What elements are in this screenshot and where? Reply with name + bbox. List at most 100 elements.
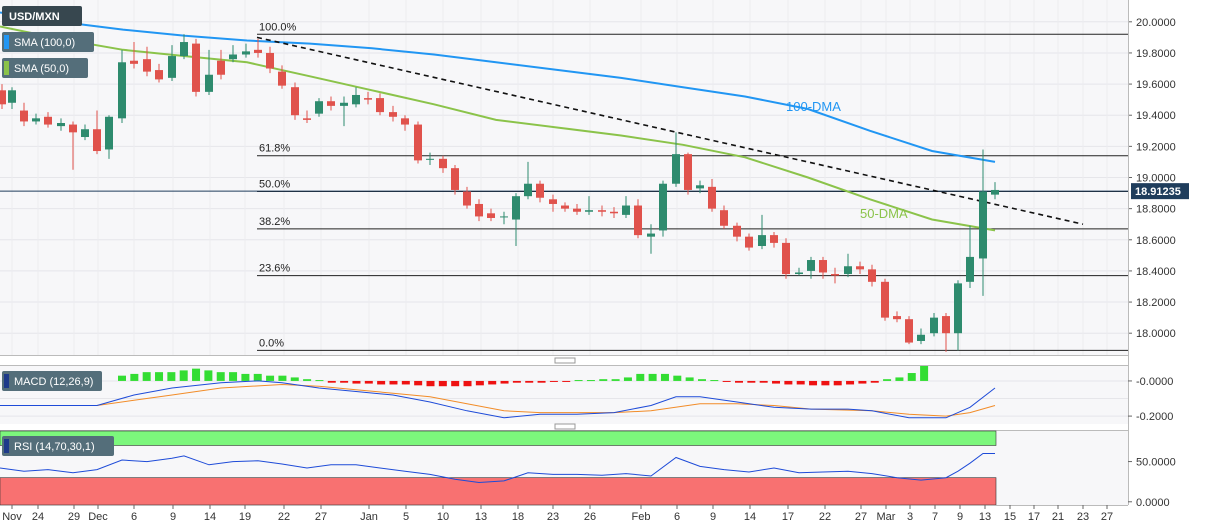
x-tick-label: 17 [1028, 511, 1040, 523]
macd-histogram-bar [192, 368, 201, 381]
x-tick-label: Nov [2, 511, 22, 523]
x-tick-label: Feb [632, 511, 651, 523]
macd-histogram-bar [179, 370, 188, 381]
macd-histogram-bar [870, 380, 879, 383]
macd-histogram-bar [599, 379, 608, 381]
macd-histogram-bar [611, 379, 620, 381]
candle-body [512, 196, 520, 220]
macd-histogram-bar [722, 380, 731, 382]
candle-body [524, 183, 532, 197]
x-tick-label: Mar [877, 511, 896, 523]
x-tick-label: Dec [88, 511, 108, 523]
candle-body [426, 158, 434, 160]
price-tick-label: 18.4000 [1136, 266, 1176, 278]
candle-body [414, 124, 422, 161]
x-tick-label: Jan [360, 511, 378, 523]
candle-body [930, 317, 938, 334]
fib-label: 100.0% [259, 21, 297, 33]
candle-body [315, 101, 323, 114]
dma50-annotation: 50-DMA [860, 206, 908, 221]
macd-histogram-bar [685, 377, 694, 381]
macd-histogram-bar [266, 375, 275, 381]
candle-body [327, 101, 335, 106]
macd-histogram-bar [858, 380, 867, 384]
candle-body [795, 272, 803, 275]
legend-sma50[interactable]: SMA (50,0) [2, 58, 88, 78]
symbol-label: USD/MXN [9, 11, 60, 23]
candle-body [291, 87, 299, 116]
candle-body [105, 116, 113, 150]
candle-body [401, 118, 409, 125]
macd-histogram-bar [796, 380, 805, 385]
macd-histogram-bar [660, 373, 669, 381]
macd-histogram-bar [537, 380, 546, 383]
legend-sma100[interactable]: SMA (100,0) [2, 32, 94, 52]
x-tick-label: 14 [744, 511, 756, 523]
macd-histogram-bar [809, 380, 818, 386]
macd-histogram-bar [488, 380, 497, 385]
current-price-label: 18.91235 [1135, 186, 1181, 198]
macd-histogram-bar [401, 380, 410, 385]
candle-body [192, 43, 200, 92]
sma100-label: SMA (100,0) [14, 37, 75, 49]
candle-body [130, 60, 138, 64]
legend-rsi[interactable]: RSI (14,70,30,1) [2, 436, 114, 456]
macd-histogram-bar [315, 380, 324, 382]
macd-histogram-bar [155, 372, 164, 381]
axis-bg [1128, 0, 1207, 526]
candle-body [708, 186, 716, 209]
x-tick-label: 23 [547, 511, 559, 523]
rsi-tick-label: 0.0000 [1136, 497, 1170, 509]
candle-body [598, 210, 606, 212]
sma50-line [0, 25, 996, 232]
rsi-overbought-zone [0, 430, 997, 446]
sma100-line [0, 11, 996, 163]
x-tick-label: 19 [239, 511, 251, 523]
macd-histogram-bar [414, 380, 423, 386]
legend-macd[interactable]: MACD (12,26,9) [2, 371, 102, 391]
macd-histogram-bar [377, 380, 386, 385]
x-tick-label: 18 [512, 511, 524, 523]
candle-body [893, 316, 901, 320]
candle-body [463, 191, 471, 206]
candle-body [487, 213, 495, 218]
x-tick-label: 29 [68, 511, 80, 523]
x-tick-label: 13 [475, 511, 487, 523]
macd-histogram-bar [278, 375, 287, 381]
macd-histogram-bar [142, 372, 151, 381]
price-tick-label: 20.0000 [1136, 17, 1176, 29]
x-tick-label: 7 [932, 511, 938, 523]
macd-histogram-bar [389, 380, 398, 385]
candle-body [844, 266, 852, 275]
candle-body [303, 118, 311, 120]
x-tick-label: 14 [204, 511, 216, 523]
candle-body [905, 319, 913, 343]
candle-body [168, 56, 176, 78]
macd-histogram-bar [920, 366, 929, 381]
price-tick-label: 18.8000 [1136, 204, 1176, 216]
candle-body [352, 94, 360, 105]
macd-histogram-bar [759, 380, 768, 383]
candle-body [32, 118, 40, 122]
candle-body [991, 189, 999, 195]
x-tick-label: 6 [674, 511, 680, 523]
macd-histogram-bar [290, 377, 299, 381]
macd-histogram-bar [229, 372, 238, 381]
macd-histogram-bar [130, 373, 139, 381]
candle-body [696, 185, 704, 189]
candle-body [389, 112, 397, 117]
candle-body [20, 110, 28, 122]
price-tick-label: 19.0000 [1136, 173, 1176, 185]
macd-histogram-bar [772, 380, 781, 384]
candle-body [229, 54, 237, 60]
candle-body [118, 62, 126, 119]
legend-symbol[interactable]: USD/MXN [2, 6, 82, 26]
candle-body [93, 129, 101, 152]
macd-histogram-bar [438, 380, 447, 387]
candle-body [720, 210, 728, 226]
macd-histogram-bar [167, 372, 176, 381]
candle-body [254, 49, 262, 53]
fib-label: 50.0% [259, 179, 290, 191]
x-tick-label: 22 [819, 511, 831, 523]
macd-histogram-bar [204, 370, 213, 381]
